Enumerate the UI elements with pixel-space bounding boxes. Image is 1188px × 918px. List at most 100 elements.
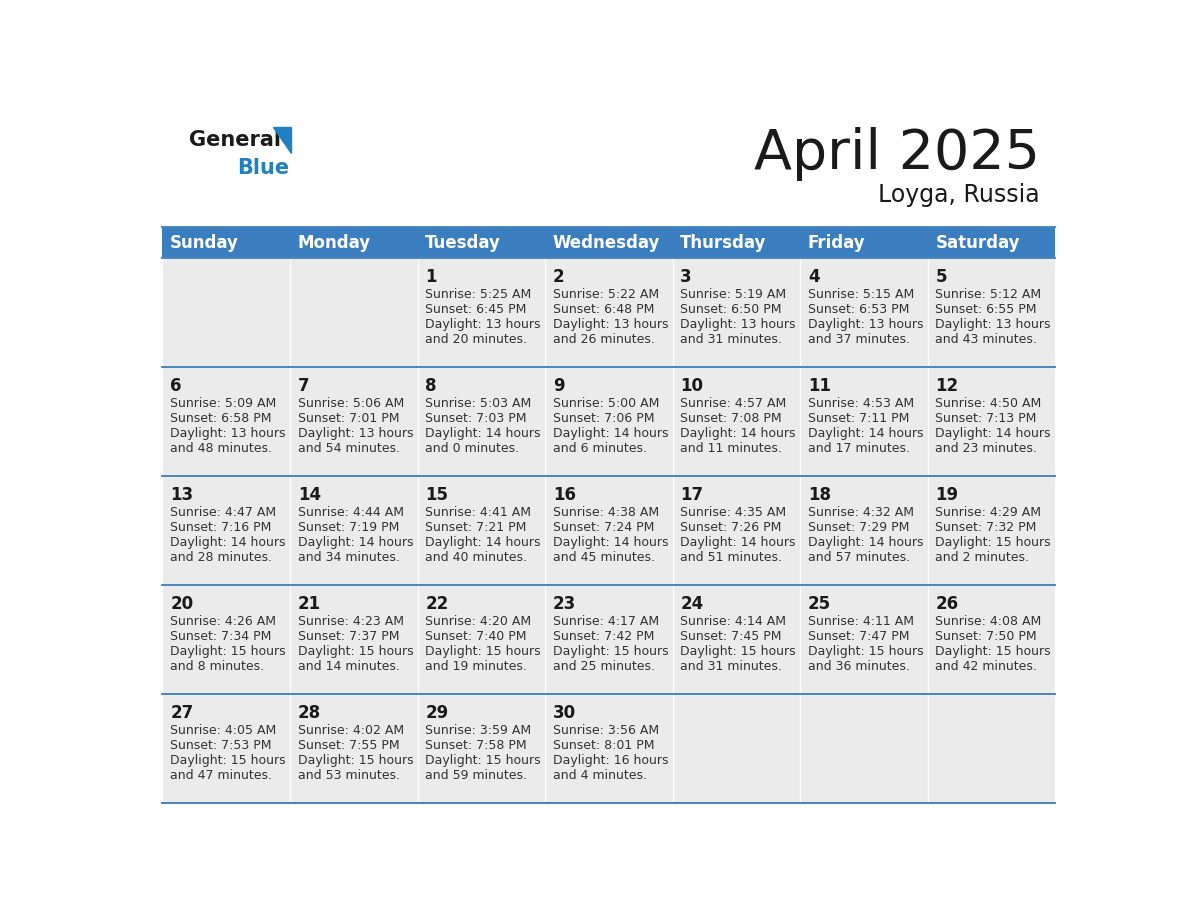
Text: Sunrise: 5:22 AM: Sunrise: 5:22 AM xyxy=(552,288,659,301)
Text: Sunrise: 3:56 AM: Sunrise: 3:56 AM xyxy=(552,724,659,737)
Text: and 11 minutes.: and 11 minutes. xyxy=(681,442,782,455)
Bar xyxy=(672,258,801,367)
Text: Daylight: 13 hours: Daylight: 13 hours xyxy=(425,318,541,331)
Bar xyxy=(290,258,417,367)
Text: Sunrise: 4:35 AM: Sunrise: 4:35 AM xyxy=(681,506,786,519)
Bar xyxy=(801,694,928,803)
Bar xyxy=(290,585,417,694)
Text: and 26 minutes.: and 26 minutes. xyxy=(552,333,655,346)
Text: Sunrise: 4:57 AM: Sunrise: 4:57 AM xyxy=(681,397,786,410)
Bar xyxy=(801,258,928,367)
Text: Sunset: 7:16 PM: Sunset: 7:16 PM xyxy=(170,521,272,534)
Text: Sunset: 7:45 PM: Sunset: 7:45 PM xyxy=(681,630,782,644)
Text: 26: 26 xyxy=(935,595,959,613)
Text: Daylight: 14 hours: Daylight: 14 hours xyxy=(298,536,413,549)
Text: 23: 23 xyxy=(552,595,576,613)
Text: Sunset: 7:01 PM: Sunset: 7:01 PM xyxy=(298,412,399,425)
Text: Daylight: 14 hours: Daylight: 14 hours xyxy=(425,427,541,440)
Text: Sunset: 7:19 PM: Sunset: 7:19 PM xyxy=(298,521,399,534)
Text: Sunrise: 4:44 AM: Sunrise: 4:44 AM xyxy=(298,506,404,519)
Text: Daylight: 14 hours: Daylight: 14 hours xyxy=(552,427,669,440)
Text: Sunset: 7:42 PM: Sunset: 7:42 PM xyxy=(552,630,655,644)
Text: 19: 19 xyxy=(935,486,959,504)
Text: and 8 minutes.: and 8 minutes. xyxy=(170,660,264,673)
Bar xyxy=(545,258,672,367)
Bar xyxy=(163,694,290,803)
Text: Sunset: 7:21 PM: Sunset: 7:21 PM xyxy=(425,521,526,534)
Text: Sunrise: 4:38 AM: Sunrise: 4:38 AM xyxy=(552,506,659,519)
Text: Sunrise: 5:06 AM: Sunrise: 5:06 AM xyxy=(298,397,404,410)
Text: Sunrise: 4:23 AM: Sunrise: 4:23 AM xyxy=(298,615,404,628)
Text: Daylight: 14 hours: Daylight: 14 hours xyxy=(681,427,796,440)
Text: Blue: Blue xyxy=(236,158,289,178)
Text: and 48 minutes.: and 48 minutes. xyxy=(170,442,272,455)
Text: Sunrise: 4:05 AM: Sunrise: 4:05 AM xyxy=(170,724,277,737)
Text: 3: 3 xyxy=(681,268,691,286)
Text: Sunrise: 5:09 AM: Sunrise: 5:09 AM xyxy=(170,397,277,410)
Text: Sunset: 7:47 PM: Sunset: 7:47 PM xyxy=(808,630,910,644)
Text: Sunset: 6:58 PM: Sunset: 6:58 PM xyxy=(170,412,272,425)
Text: Sunset: 7:13 PM: Sunset: 7:13 PM xyxy=(935,412,1037,425)
Text: Daylight: 15 hours: Daylight: 15 hours xyxy=(425,755,541,767)
Bar xyxy=(417,585,545,694)
Bar xyxy=(928,476,1055,585)
Text: Sunrise: 4:50 AM: Sunrise: 4:50 AM xyxy=(935,397,1042,410)
Text: Sunrise: 5:25 AM: Sunrise: 5:25 AM xyxy=(425,288,531,301)
Text: Daylight: 15 hours: Daylight: 15 hours xyxy=(552,645,669,658)
Text: Sunset: 7:08 PM: Sunset: 7:08 PM xyxy=(681,412,782,425)
Text: 4: 4 xyxy=(808,268,820,286)
Text: and 20 minutes.: and 20 minutes. xyxy=(425,333,527,346)
Text: Friday: Friday xyxy=(808,233,866,252)
Text: Daylight: 14 hours: Daylight: 14 hours xyxy=(425,536,541,549)
Text: and 54 minutes.: and 54 minutes. xyxy=(298,442,399,455)
Text: Sunset: 6:45 PM: Sunset: 6:45 PM xyxy=(425,303,526,316)
Text: Daylight: 13 hours: Daylight: 13 hours xyxy=(552,318,669,331)
Text: and 31 minutes.: and 31 minutes. xyxy=(681,660,782,673)
Text: Wednesday: Wednesday xyxy=(552,233,661,252)
Text: 25: 25 xyxy=(808,595,832,613)
Text: Sunset: 7:58 PM: Sunset: 7:58 PM xyxy=(425,739,527,752)
Text: Sunset: 6:50 PM: Sunset: 6:50 PM xyxy=(681,303,782,316)
Text: and 2 minutes.: and 2 minutes. xyxy=(935,551,1030,565)
Text: 16: 16 xyxy=(552,486,576,504)
Text: Daylight: 13 hours: Daylight: 13 hours xyxy=(935,318,1051,331)
Text: and 28 minutes.: and 28 minutes. xyxy=(170,551,272,565)
Text: Daylight: 14 hours: Daylight: 14 hours xyxy=(808,536,923,549)
Text: Sunset: 6:55 PM: Sunset: 6:55 PM xyxy=(935,303,1037,316)
Text: 6: 6 xyxy=(170,377,182,395)
Bar xyxy=(417,367,545,476)
Text: Daylight: 15 hours: Daylight: 15 hours xyxy=(170,755,286,767)
Text: Saturday: Saturday xyxy=(935,233,1020,252)
Text: Daylight: 14 hours: Daylight: 14 hours xyxy=(935,427,1051,440)
Text: and 53 minutes.: and 53 minutes. xyxy=(298,769,399,782)
Bar xyxy=(801,367,928,476)
Text: and 45 minutes.: and 45 minutes. xyxy=(552,551,655,565)
Bar xyxy=(672,227,801,258)
Text: Sunset: 7:34 PM: Sunset: 7:34 PM xyxy=(170,630,272,644)
Text: Sunrise: 4:08 AM: Sunrise: 4:08 AM xyxy=(935,615,1042,628)
Text: Sunrise: 4:47 AM: Sunrise: 4:47 AM xyxy=(170,506,277,519)
Bar xyxy=(417,227,545,258)
Text: Sunset: 7:32 PM: Sunset: 7:32 PM xyxy=(935,521,1037,534)
Text: 5: 5 xyxy=(935,268,947,286)
Text: Sunset: 7:29 PM: Sunset: 7:29 PM xyxy=(808,521,909,534)
Bar xyxy=(928,227,1055,258)
Text: 20: 20 xyxy=(170,595,194,613)
Text: 18: 18 xyxy=(808,486,830,504)
Text: Sunset: 7:40 PM: Sunset: 7:40 PM xyxy=(425,630,526,644)
Text: 14: 14 xyxy=(298,486,321,504)
Text: and 47 minutes.: and 47 minutes. xyxy=(170,769,272,782)
Text: Monday: Monday xyxy=(298,233,371,252)
Text: and 19 minutes.: and 19 minutes. xyxy=(425,660,527,673)
Text: and 34 minutes.: and 34 minutes. xyxy=(298,551,399,565)
Text: Sunset: 6:53 PM: Sunset: 6:53 PM xyxy=(808,303,909,316)
Text: Daylight: 14 hours: Daylight: 14 hours xyxy=(170,536,285,549)
Text: Sunset: 8:01 PM: Sunset: 8:01 PM xyxy=(552,739,655,752)
Polygon shape xyxy=(272,127,291,153)
Text: 27: 27 xyxy=(170,704,194,722)
Bar xyxy=(417,258,545,367)
Text: 9: 9 xyxy=(552,377,564,395)
Bar xyxy=(928,258,1055,367)
Text: Daylight: 15 hours: Daylight: 15 hours xyxy=(298,755,413,767)
Text: Sunrise: 4:29 AM: Sunrise: 4:29 AM xyxy=(935,506,1042,519)
